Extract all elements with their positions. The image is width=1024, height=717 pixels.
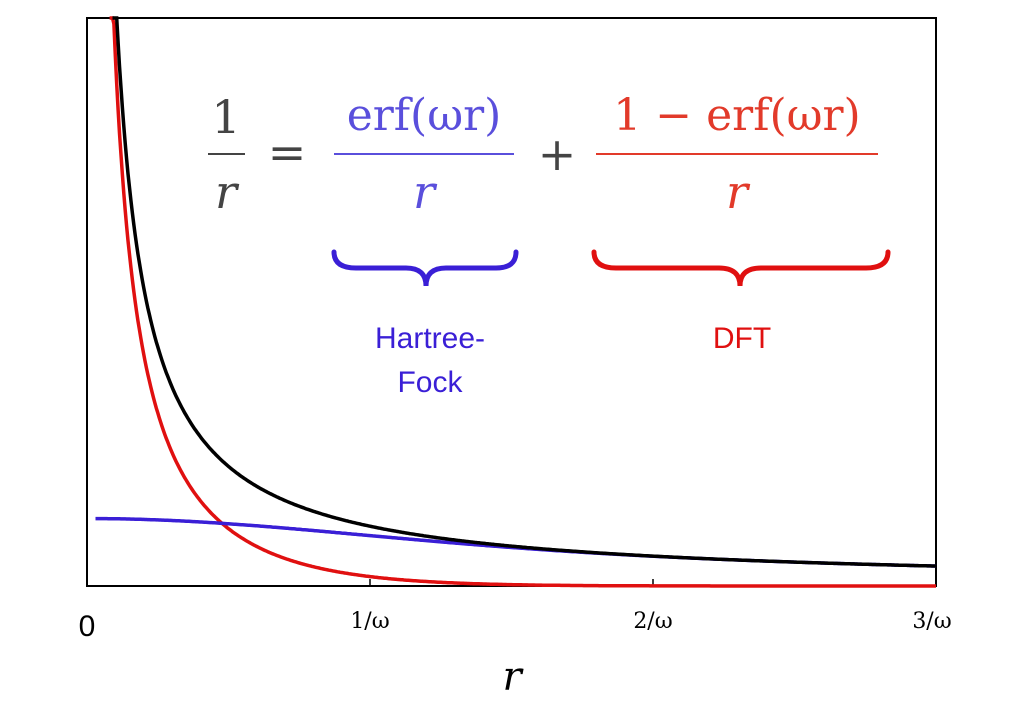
lhs-numerator: 1 xyxy=(211,90,240,144)
equals-sign: = xyxy=(268,125,307,179)
x-axis-label: r xyxy=(502,654,524,700)
x-tick-label: 0 xyxy=(79,610,96,643)
brace-short-range xyxy=(591,249,891,287)
lhs-denominator: r xyxy=(215,165,240,219)
x-tick-label: 3/ω xyxy=(912,609,951,634)
label-hartree-fock-line1: Hartree- xyxy=(375,322,485,355)
term1-denominator: r xyxy=(413,165,438,219)
label-dft: DFT xyxy=(713,322,771,355)
term1-numerator: erf(ωr) xyxy=(347,90,502,141)
x-tick-label: 2/ω xyxy=(633,609,672,634)
series-line-coulomb xyxy=(112,16,937,568)
term2-denominator: r xyxy=(726,165,751,219)
series-line-short-range xyxy=(109,16,936,588)
term2-numerator: 1 − erf(ωr) xyxy=(613,90,860,141)
series-line-long-range xyxy=(95,516,937,568)
brace-long-range xyxy=(331,249,519,287)
range-separation-equation: 1 r = erf(ωr) r + 1 − erf(ωr) r xyxy=(208,90,878,219)
label-hartree-fock-line2: Fock xyxy=(397,366,463,399)
plus-sign: + xyxy=(538,127,577,181)
x-tick-label: 1/ω xyxy=(350,609,389,634)
